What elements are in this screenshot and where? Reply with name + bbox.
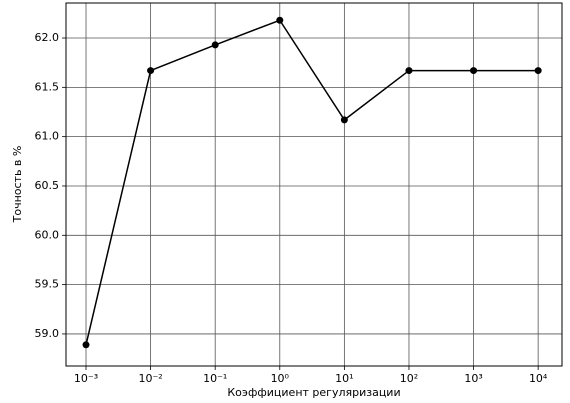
plot-frame (65, 2, 563, 367)
data-point (534, 67, 542, 75)
data-point (405, 67, 413, 75)
y-tick-label: 60.5 (35, 179, 60, 192)
data-line (85, 19, 539, 345)
x-axis-label: Коэффициент регуляризации (227, 386, 400, 399)
x-tick-label: 10⁻² (138, 372, 162, 385)
x-tick-label: 10² (400, 372, 418, 385)
y-tick-label: 59.0 (35, 327, 60, 340)
x-tick-label: 10¹ (335, 372, 353, 385)
y-tick-label: 62.0 (35, 31, 60, 44)
x-tick-label: 10³ (464, 372, 482, 385)
x-tick-label: 10⁴ (529, 372, 548, 385)
data-point (470, 67, 478, 75)
x-tick-label: 10⁻³ (74, 372, 98, 385)
x-tick-label: 10⁰ (271, 372, 290, 385)
data-point (211, 41, 219, 49)
y-tick-label: 59.5 (35, 278, 60, 291)
y-tick-label: 61.0 (35, 130, 60, 143)
x-tick-label: 10⁻¹ (203, 372, 227, 385)
y-tick-label: 61.5 (35, 80, 60, 93)
data-point (276, 16, 284, 24)
y-axis-label: Точность в % (11, 146, 24, 224)
data-point (82, 341, 90, 349)
y-tick-label: 60.0 (35, 228, 60, 241)
data-point (147, 67, 155, 75)
data-point (340, 116, 348, 124)
